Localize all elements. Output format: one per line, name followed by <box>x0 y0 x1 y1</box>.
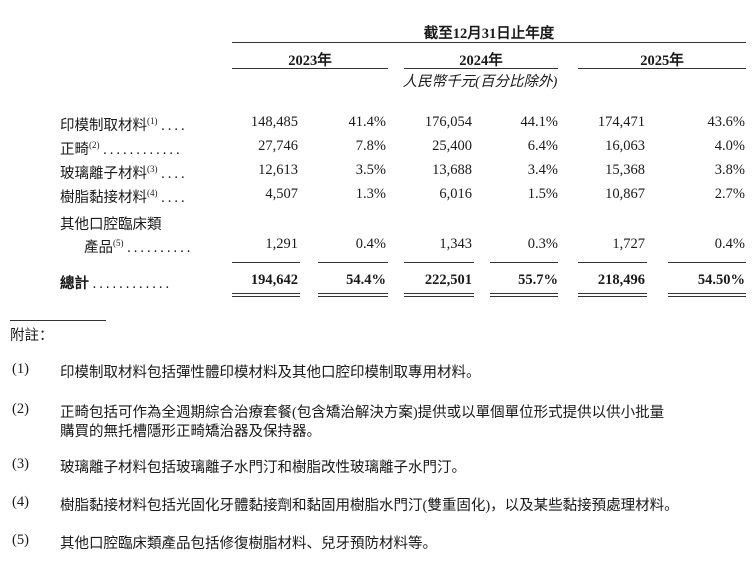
subtotal-rule <box>490 262 558 263</box>
table-cell: 3.4% <box>527 162 558 178</box>
note-number: (4) <box>12 494 29 510</box>
table-cell: 6.4% <box>527 138 558 154</box>
table-cell: 16,063 <box>605 138 645 154</box>
total-cell: 194,642 <box>250 272 298 288</box>
note-text: 樹脂黏接材料包括光固化牙體黏接劑和黏固用樹脂水門汀(雙重固化)，以及某些黏接預處… <box>60 498 679 514</box>
leader-dots: .... <box>161 190 188 206</box>
total-cell: 222,501 <box>424 272 472 288</box>
total-double-rule <box>578 293 647 297</box>
row-label-cont: 產品 <box>84 240 113 256</box>
total-cell: 54.50% <box>697 272 745 288</box>
table-cell: 41.4% <box>348 114 386 130</box>
divider <box>578 68 746 69</box>
table-cell: 176,054 <box>424 114 472 130</box>
total-cell: 55.7% <box>518 272 558 288</box>
table-cell: 43.6% <box>707 114 745 130</box>
table-cell: 6,016 <box>439 186 472 202</box>
table-cell: 4.0% <box>714 138 745 154</box>
year-2023: 2023年 <box>288 53 332 69</box>
note-number: (2) <box>12 401 29 417</box>
notes-title: 附註： <box>10 328 54 344</box>
subtotal-rule <box>578 262 647 263</box>
note-text: 正畸包括可作為全週期綜合治療套餐(包含矯治解決方案)提供或以單個單位形式提供以供… <box>60 405 665 421</box>
note-ref: (4) <box>147 188 158 198</box>
leader-dots: .......... <box>127 240 194 256</box>
table-cell: 174,471 <box>597 114 645 130</box>
period-header: 截至12月31日止年度 <box>423 26 555 42</box>
note-text: 購買的無托槽隱形正畸矯治器及保持器。 <box>60 424 321 440</box>
total-double-rule <box>404 293 474 297</box>
year-2024: 2024年 <box>459 53 503 69</box>
row-label-text: 玻璃離子材料 <box>60 166 147 182</box>
year-2025: 2025年 <box>640 53 684 69</box>
note-ref: (3) <box>147 164 158 174</box>
table-cell: 1,343 <box>439 236 472 252</box>
table-cell: 148,485 <box>250 114 298 130</box>
table-cell: 12,613 <box>258 162 298 178</box>
row-label: 正畸(2) ............ <box>60 138 183 159</box>
unit-label: 人民幣千元(百分比除外) <box>402 74 558 90</box>
note-ref: (5) <box>113 238 124 248</box>
divider <box>232 68 388 69</box>
table-cell: 1,291 <box>265 236 298 252</box>
leader-dots: ............ <box>92 276 173 292</box>
total-double-rule <box>490 293 558 297</box>
row-label-text: 樹脂黏接材料 <box>60 190 147 206</box>
total-label: 總計 ............ <box>60 272 172 293</box>
row-label-text: 印模制取材料 <box>60 118 147 134</box>
note-text: 玻璃離子材料包括玻璃離子水門汀和樹脂改性玻璃離子水門汀。 <box>60 460 466 476</box>
subtotal-rule <box>668 262 746 263</box>
leader-dots: ............ <box>103 142 183 158</box>
note-ref: (2) <box>89 140 100 150</box>
table-cell: 0.4% <box>714 236 745 252</box>
note-number: (5) <box>12 532 29 548</box>
divider <box>232 42 746 43</box>
table-cell: 25,400 <box>432 138 472 154</box>
total-double-rule <box>668 293 746 297</box>
table-cell: 27,746 <box>258 138 298 154</box>
subtotal-rule <box>404 262 474 263</box>
note-number: (1) <box>12 361 29 377</box>
table-cell: 0.4% <box>355 236 386 252</box>
row-label: 其他口腔臨床類 <box>60 217 162 233</box>
total-double-rule <box>232 293 300 297</box>
table-cell: 7.8% <box>355 138 386 154</box>
total-double-rule <box>318 293 388 297</box>
row-label: 玻璃離子材料(3) .... <box>60 162 188 183</box>
row-label-text: 正畸 <box>60 142 89 158</box>
table-cell: 1,727 <box>612 236 645 252</box>
total-label-text: 總計 <box>60 276 89 292</box>
table-cell: 13,688 <box>432 162 472 178</box>
table-cell: 3.8% <box>714 162 745 178</box>
row-label: 印模制取材料(1) .... <box>60 114 188 135</box>
leader-dots: .... <box>161 166 188 182</box>
divider <box>404 68 558 69</box>
leader-dots: .... <box>161 118 188 134</box>
note-text: 印模制取材料包括彈性體印模材料及其他口腔印模制取專用材料。 <box>60 365 481 381</box>
table-cell: 15,368 <box>605 162 645 178</box>
note-text: 其他口腔臨床類產品包括修復樹脂材料、兒牙預防材料等。 <box>60 536 437 552</box>
note-ref: (1) <box>147 116 158 126</box>
total-cell: 54.4% <box>346 272 386 288</box>
table-cell: 1.5% <box>527 186 558 202</box>
note-number: (3) <box>12 456 29 472</box>
subtotal-rule <box>232 262 300 263</box>
table-cell: 1.3% <box>355 186 386 202</box>
total-cell: 218,496 <box>597 272 645 288</box>
row-label: 樹脂黏接材料(4) .... <box>60 186 188 207</box>
subtotal-rule <box>318 262 388 263</box>
table-cell: 2.7% <box>714 186 745 202</box>
table-cell: 10,867 <box>605 186 645 202</box>
table-cell: 44.1% <box>520 114 558 130</box>
table-cell: 3.5% <box>355 162 386 178</box>
table-cell: 0.3% <box>527 236 558 252</box>
notes-rule <box>10 320 106 321</box>
row-label: 產品(5) .......... <box>84 236 193 257</box>
table-cell: 4,507 <box>265 186 298 202</box>
